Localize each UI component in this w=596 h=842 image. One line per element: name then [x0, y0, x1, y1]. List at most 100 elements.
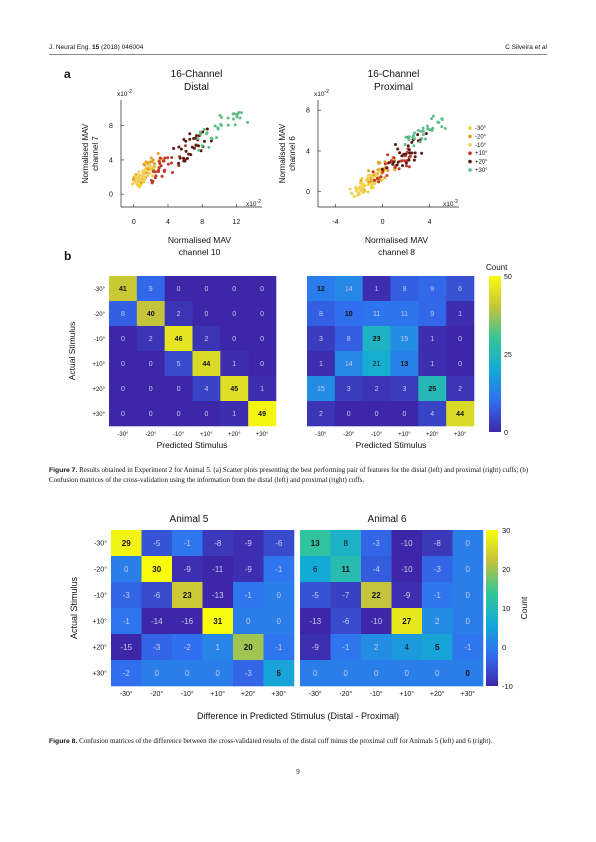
scatter-point	[154, 174, 158, 178]
heatmap-value: 0	[149, 386, 153, 393]
heatmap-cell	[192, 301, 221, 327]
heatmap-value: 1	[430, 361, 434, 368]
heatmap-cell	[172, 556, 203, 583]
scatter-point	[205, 127, 209, 131]
scatter-point	[430, 129, 434, 133]
heatmap-value: 0	[405, 669, 410, 678]
y-tick-label: +20°	[92, 644, 107, 652]
x-tick-label: +30°	[271, 690, 286, 698]
heatmap-value: -1	[434, 591, 442, 600]
heatmap-value: 2	[149, 336, 153, 343]
scatter-series--10°	[132, 163, 155, 184]
scatter-point	[440, 118, 444, 122]
scatter-point	[182, 156, 186, 160]
heatmap-cell	[109, 276, 138, 302]
heatmap-value: -14	[151, 617, 163, 626]
fig7-colorbar-tick: 0	[504, 430, 508, 437]
heatmap-cell	[334, 351, 363, 377]
y-tick-label: -30°	[94, 287, 106, 293]
heatmap-cell	[248, 276, 277, 302]
heatmap-value: 8	[344, 539, 349, 548]
heatmap-value: 4	[430, 411, 434, 418]
heatmap-cell	[192, 276, 221, 302]
heatmap-cell	[307, 326, 336, 352]
scatter-point	[431, 126, 435, 130]
scatter-point	[202, 127, 206, 131]
scatter-point	[401, 164, 405, 168]
legend-label: -10°	[475, 143, 487, 149]
scatter-point	[130, 182, 134, 186]
scatter-point	[423, 137, 427, 141]
scatter-point	[397, 167, 401, 171]
heatmap-cell	[202, 556, 234, 583]
scatter-point	[189, 153, 193, 157]
scatter-point	[233, 123, 237, 127]
heatmap-value: 15	[317, 386, 325, 393]
scatter-point	[418, 140, 422, 144]
heatmap-value: -1	[342, 643, 350, 652]
scatter-xlabel-line1: Normalised MAV	[365, 235, 428, 245]
y-tick-label: 0	[306, 189, 310, 196]
heatmap-cell	[164, 301, 193, 327]
scatter-point	[348, 187, 352, 191]
heatmap-value: -3	[123, 591, 131, 600]
scatter-series-+30°	[196, 110, 250, 152]
heatmap-cell	[248, 351, 277, 377]
scatter-point	[426, 127, 430, 131]
fig7-colorbar-tick: 50	[504, 274, 512, 281]
heatmap-cell	[248, 301, 277, 327]
heatmap-value: -1	[123, 617, 131, 626]
scatter-point	[177, 164, 181, 168]
heatmap-value: 1	[319, 361, 323, 368]
scatter-point	[137, 170, 141, 174]
panel-label-b: b	[64, 249, 71, 263]
heatmap-value: 23	[183, 591, 192, 600]
scatter-point	[393, 142, 397, 146]
heatmap-cell	[141, 608, 173, 635]
heatmap-value: 4	[204, 386, 208, 393]
scatter-point	[412, 158, 416, 162]
heatmap-value: -3	[153, 643, 161, 652]
scatter-point	[385, 166, 389, 170]
heatmap-cell	[300, 634, 331, 661]
x-tick-label: -10°	[371, 432, 383, 438]
heatmap-value: -6	[275, 539, 283, 548]
heatmap-value: -10	[370, 617, 382, 626]
heatmap-value: 0	[347, 411, 351, 418]
heatmap-value: 22	[372, 591, 381, 600]
heatmap-value: 0	[260, 286, 264, 293]
heatmap-value: 20	[244, 643, 253, 652]
scatter-point	[421, 129, 425, 133]
scatter-point	[404, 161, 408, 165]
scatter-point	[420, 151, 424, 155]
heatmap-value: 21	[373, 361, 381, 368]
scatter-point	[151, 158, 155, 162]
x-tick-label: +30°	[256, 432, 269, 438]
heatmap-value: -2	[123, 669, 131, 678]
heatmap-value: 0	[216, 669, 221, 678]
heatmap-value: 0	[277, 617, 282, 626]
heatmap-value: 11	[342, 565, 351, 574]
x-tick-label: -20°	[145, 432, 157, 438]
y-tick-label: +20°	[92, 387, 105, 393]
scatter-point	[367, 169, 371, 173]
heatmap-cell	[248, 326, 277, 352]
heatmap-cell	[334, 376, 363, 402]
heatmap-value: -9	[184, 565, 192, 574]
heatmap-value: -3	[373, 539, 381, 548]
scatter-title-line1: 16-Channel	[368, 69, 420, 80]
scatter-point	[204, 132, 208, 136]
heatmap-value: 12	[317, 286, 325, 293]
heatmap-cell	[248, 401, 277, 427]
heatmap-value: 10	[345, 311, 353, 318]
scatter-point	[179, 147, 183, 151]
scatter-point	[412, 144, 416, 148]
heatmap-cell	[220, 276, 249, 302]
scatter-point	[232, 112, 236, 116]
heatmap-value: -10	[401, 565, 413, 574]
heatmap-value: 9	[149, 286, 153, 293]
heatmap-value: -16	[181, 617, 193, 626]
scatter-point	[214, 136, 218, 140]
scatter-point	[198, 130, 202, 134]
heatmap-value: 0	[121, 361, 125, 368]
